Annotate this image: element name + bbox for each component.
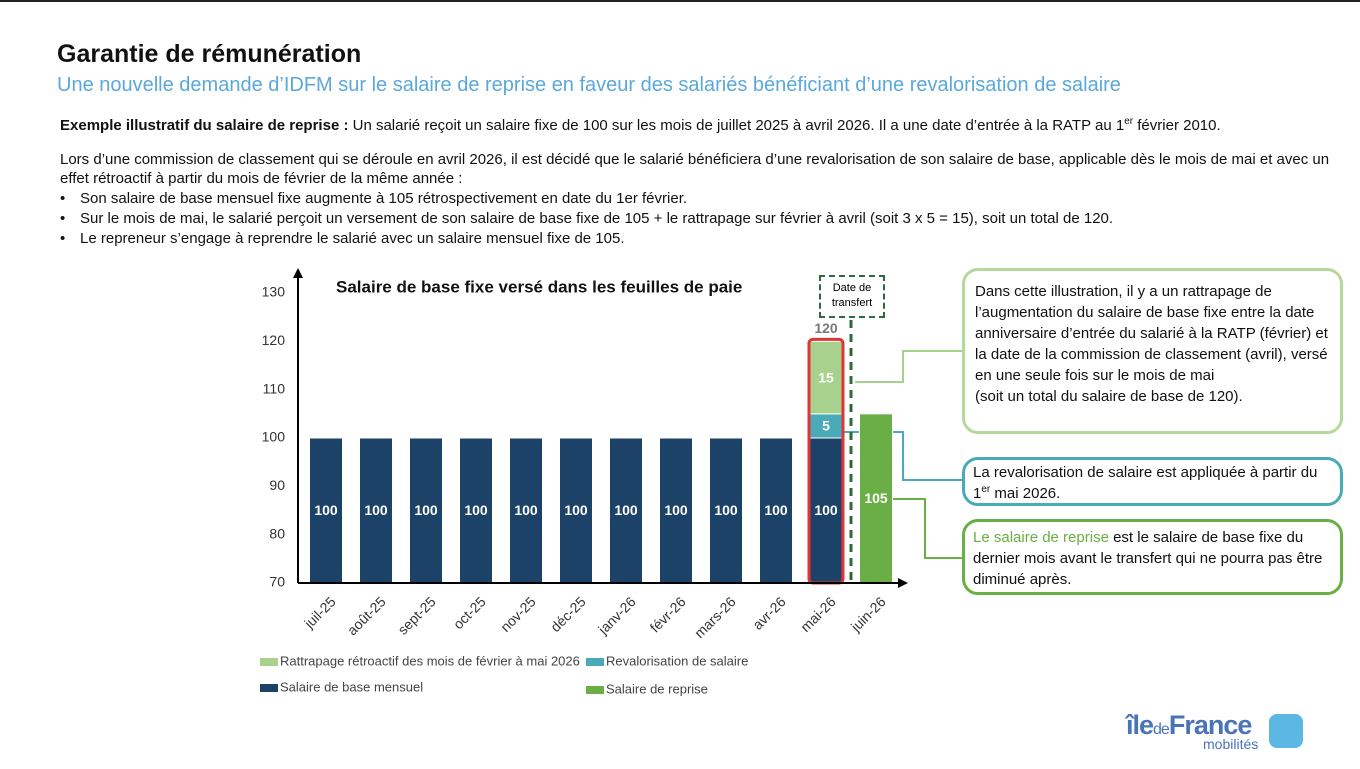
x-tick-label: juil-25 xyxy=(300,593,339,632)
data-label: 100 xyxy=(314,502,338,518)
legend-swatch xyxy=(586,686,604,694)
bar-segment xyxy=(609,437,643,584)
bullet: • Sur le mois de mai, le salarié perçoit … xyxy=(60,210,1114,227)
example-text: février 2010. xyxy=(1133,117,1221,134)
axis-arrow xyxy=(293,268,303,278)
bar-segment xyxy=(509,437,543,584)
example-text: Un salarié reçoit un salaire fixe de 100… xyxy=(348,117,1125,134)
logo: îledeFrance xyxy=(1126,710,1253,741)
paragraph: Lors d’une commission de classement qui … xyxy=(60,151,1330,187)
data-label: 5 xyxy=(822,418,830,434)
callout-text: La revalorisation de salaire est appliqu… xyxy=(973,464,1318,502)
x-tick-label: août-25 xyxy=(344,593,389,638)
y-tick-label: 70 xyxy=(269,574,285,590)
x-tick-label: mars-26 xyxy=(691,593,739,641)
legend-label: Revalorisation de salaire xyxy=(606,653,748,668)
x-tick-label: janv-26 xyxy=(594,593,639,638)
data-label: 100 xyxy=(564,502,588,518)
legend-swatch xyxy=(260,684,278,692)
data-label: 100 xyxy=(514,502,538,518)
transfer-label: Date de transfert xyxy=(819,275,885,318)
axis-arrow xyxy=(898,578,908,588)
legend-swatch xyxy=(260,658,278,666)
bullet-text: Son salaire de base mensuel fixe augment… xyxy=(80,190,688,207)
x-tick-label: déc-25 xyxy=(547,593,589,635)
callout-text: Dans cette illustration, il y a un rattr… xyxy=(975,283,1328,384)
callout-text: (soit un total du salaire de base de 120… xyxy=(975,388,1243,405)
bullet-text: Le repreneur s’engage à reprendre le sal… xyxy=(80,230,625,247)
bar-segment xyxy=(859,413,893,584)
callout: Dans cette illustration, il y a un rattr… xyxy=(962,268,1343,434)
y-tick-label: 130 xyxy=(262,284,286,300)
legend-label: Salaire de reprise xyxy=(606,681,708,696)
connector xyxy=(855,350,962,383)
legend-label: Rattrapage rétroactif des mois de févrie… xyxy=(280,653,580,668)
callout-text: est le salaire de base fixe du dernier m… xyxy=(973,529,1323,588)
logo-sub: mobilités xyxy=(1203,736,1259,752)
x-tick-label: sept-25 xyxy=(394,593,438,637)
callout-sup: er xyxy=(981,484,991,495)
data-label: 100 xyxy=(614,502,638,518)
bullet-text: Sur le mois de mai, le salarié perçoit u… xyxy=(80,210,1114,227)
y-tick-label: 100 xyxy=(262,429,286,445)
x-tick-label: févr-26 xyxy=(647,593,689,635)
data-label: 100 xyxy=(814,502,838,518)
bar-segment xyxy=(659,437,693,584)
bar-segment xyxy=(409,437,443,584)
bar-segment xyxy=(309,437,343,584)
y-tick-label: 110 xyxy=(263,380,286,396)
y-tick-label: 90 xyxy=(269,477,285,493)
y-tick-label: 120 xyxy=(262,332,286,348)
callout: La revalorisation de salaire est appliqu… xyxy=(962,457,1343,506)
y-tick-label: 80 xyxy=(269,525,285,541)
callout-highlight: Le salaire de reprise xyxy=(973,529,1109,546)
chart-title: Salaire de base fixe versé dans les feui… xyxy=(336,277,742,296)
callout: Le salaire de reprise est le salaire de … xyxy=(962,519,1343,595)
logo-icon xyxy=(1269,714,1303,748)
title: Garantie de rémunération xyxy=(57,40,362,68)
legend-label: Salaire de base mensuel xyxy=(280,679,423,694)
connector xyxy=(892,498,962,559)
logo-text: île xyxy=(1126,710,1154,740)
data-label: 100 xyxy=(714,502,738,518)
x-tick-label: nov-25 xyxy=(497,593,539,635)
legend-swatch xyxy=(586,658,604,666)
bullet: • Son salaire de base mensuel fixe augmen… xyxy=(60,190,688,207)
x-tick-label: oct-25 xyxy=(450,593,489,632)
example-sup: er xyxy=(1124,116,1134,127)
bar-segment xyxy=(559,437,593,584)
example: Exemple illustratif du salaire de repris… xyxy=(60,116,1320,135)
data-label: 100 xyxy=(464,502,488,518)
data-label: 100 xyxy=(664,502,688,518)
logo-text: de xyxy=(1153,721,1170,738)
x-tick-label: mai-26 xyxy=(797,593,839,635)
bar-segment xyxy=(359,437,393,584)
example-label: Exemple illustratif du salaire de repris… xyxy=(60,117,349,134)
bullet: • Le repreneur s’engage à reprendre le sa… xyxy=(60,230,625,247)
data-label: 100 xyxy=(364,502,388,518)
logo-text: France xyxy=(1168,710,1253,740)
x-tick-label: juin-26 xyxy=(847,593,889,635)
callout-text: mai 2026. xyxy=(990,485,1061,502)
x-tick-label: avr-26 xyxy=(749,593,789,633)
data-label: 100 xyxy=(764,502,788,518)
bullet-list: • Son salaire de base mensuel fixe augmen… xyxy=(60,189,1340,248)
data-label: 15 xyxy=(818,369,834,385)
data-label: 105 xyxy=(864,490,888,506)
subtitle: Une nouvelle demande d’IDFM sur le salai… xyxy=(57,74,1121,96)
bar-segment xyxy=(709,437,743,584)
data-label: 100 xyxy=(414,502,438,518)
total-label: 120 xyxy=(814,320,838,336)
